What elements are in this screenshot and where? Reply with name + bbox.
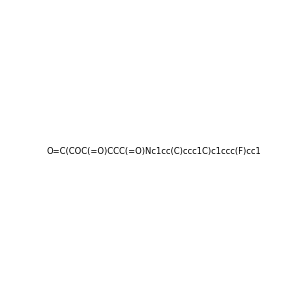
Text: O=C(COC(=O)CCC(=O)Nc1cc(C)ccc1C)c1ccc(F)cc1: O=C(COC(=O)CCC(=O)Nc1cc(C)ccc1C)c1ccc(F)… (46, 147, 261, 156)
